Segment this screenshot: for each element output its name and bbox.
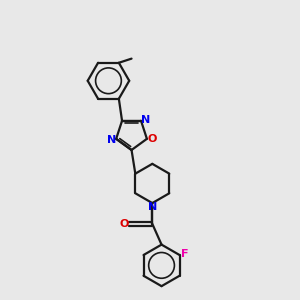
Text: O: O — [119, 219, 129, 229]
Text: N: N — [107, 135, 117, 145]
Text: N: N — [141, 115, 150, 124]
Text: N: N — [148, 202, 158, 212]
Text: F: F — [181, 249, 188, 259]
Text: O: O — [147, 134, 157, 144]
